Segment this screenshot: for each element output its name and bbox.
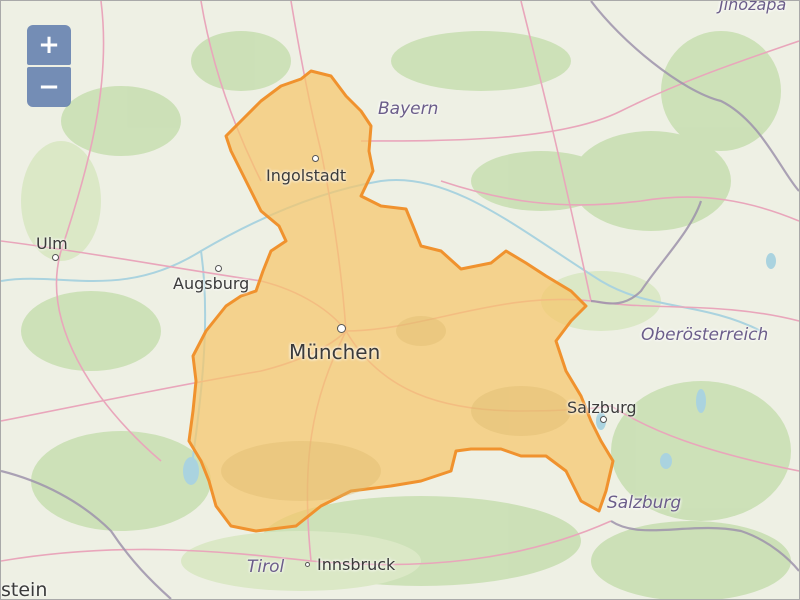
label-bayern: Bayern (378, 99, 439, 119)
label-innsbruck: Innsbruck (317, 555, 396, 574)
zoom-control: + − (27, 25, 71, 107)
muenchen-marker (337, 324, 346, 333)
innsbruck-marker (305, 562, 310, 567)
label-muenchen: München (289, 340, 381, 364)
label-stein: stein (1, 579, 48, 600)
lakes (183, 253, 776, 485)
ulm-marker (52, 254, 59, 261)
label-augsburg: Augsburg (173, 274, 250, 293)
zoom-in-button[interactable]: + (27, 25, 71, 65)
label-oberoesterreich: Oberösterreich (641, 325, 769, 345)
label-ingolstadt: Ingolstadt (266, 166, 347, 185)
label-ulm: Ulm (36, 234, 68, 253)
ingolstadt-marker (312, 155, 319, 162)
salzburg-marker (600, 416, 607, 423)
terrain-in-region (221, 316, 571, 501)
zoom-out-button[interactable]: − (27, 67, 71, 107)
highlighted-region[interactable] (187, 69, 615, 533)
label-jihozapad: Jihozápa (719, 0, 787, 14)
label-salzburg-city: Salzburg (567, 398, 637, 417)
label-salzburg-region: Salzburg (607, 493, 682, 513)
label-tirol: Tirol (247, 557, 285, 577)
augsburg-marker (215, 265, 222, 272)
